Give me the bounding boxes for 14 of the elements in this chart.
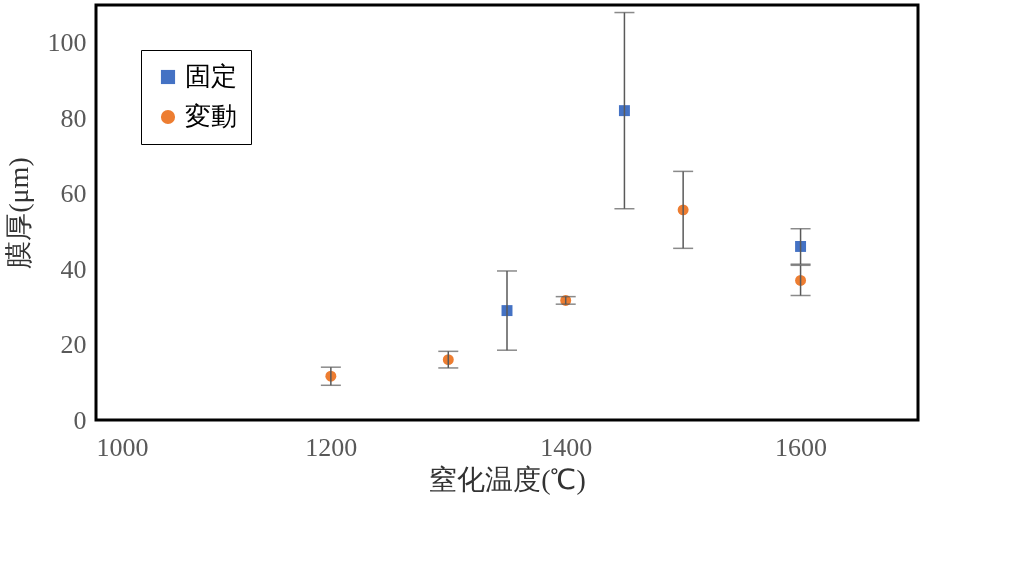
x-tick-label: 1400 xyxy=(540,432,593,462)
x-tick-label: 1200 xyxy=(305,432,358,462)
x-axis-title: 窒化温度(℃) xyxy=(429,463,586,495)
legend-label: 変動 xyxy=(185,102,237,131)
y-axis-title: 膜厚(μm) xyxy=(2,157,34,269)
y-tick-label: 60 xyxy=(60,179,87,209)
y-tick-label: 20 xyxy=(60,330,87,360)
y-tick-label: 40 xyxy=(60,254,87,284)
x-tick-label: 1600 xyxy=(775,432,828,462)
y-tick-label: 100 xyxy=(47,28,87,58)
x-tick-label: 1000 xyxy=(96,432,149,462)
y-tick-label: 0 xyxy=(73,405,87,435)
y-tick-label: 80 xyxy=(60,103,87,133)
legend-label: 固定 xyxy=(185,62,237,91)
